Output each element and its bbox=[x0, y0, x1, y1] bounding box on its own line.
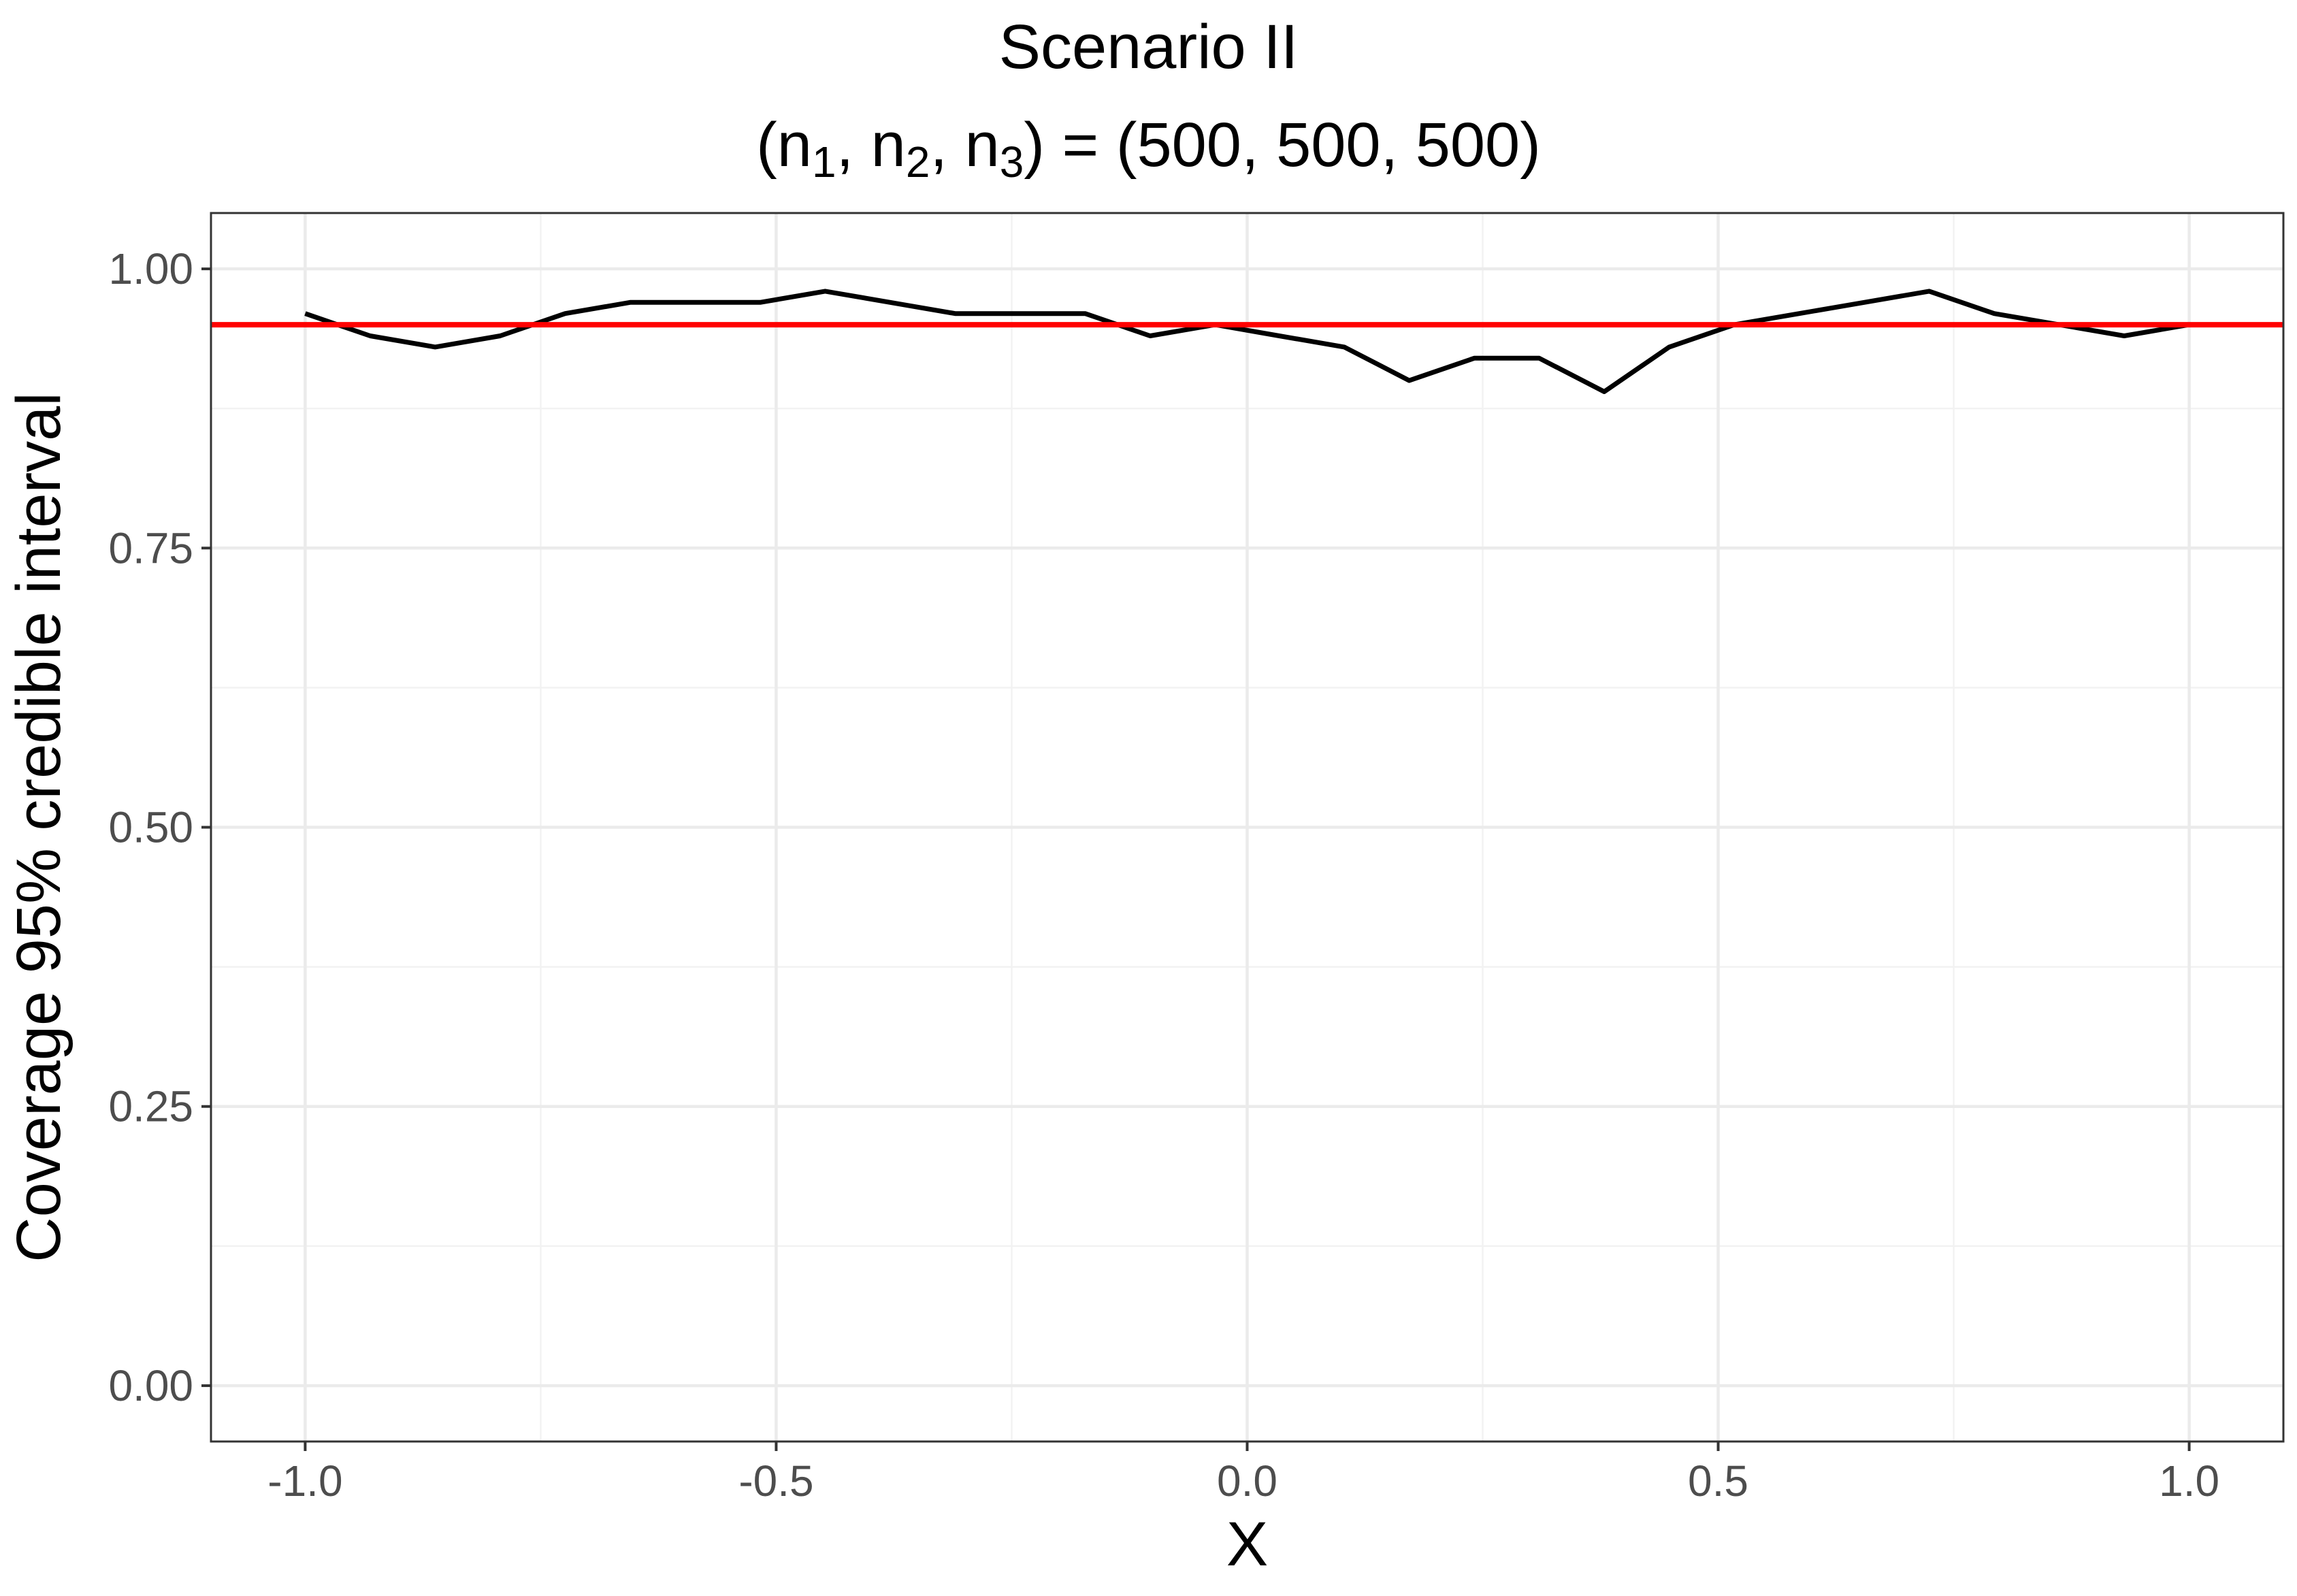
y-tick-label: 1.00 bbox=[108, 244, 193, 293]
subtitle-subscript: 2 bbox=[905, 137, 930, 186]
subtitle-text: , n bbox=[836, 110, 906, 180]
y-axis-title: Coverage 95% credible interval bbox=[4, 392, 74, 1262]
subtitle-subscript: 3 bbox=[999, 137, 1024, 186]
subtitle-text: ) = (500, 500, 500) bbox=[1024, 110, 1541, 180]
chart-title: Scenario II bbox=[998, 12, 1299, 82]
y-tick-label: 0.25 bbox=[108, 1082, 193, 1131]
x-axis-title: X bbox=[1226, 1510, 1268, 1579]
y-tick-label: 0.50 bbox=[108, 803, 193, 852]
x-tick-label: 1.0 bbox=[2159, 1456, 2219, 1505]
chart-subtitle: (n1, n2, n3) = (500, 500, 500) bbox=[0, 108, 2297, 184]
y-tick-label: 0.75 bbox=[108, 523, 193, 572]
series-line-0 bbox=[304, 289, 2190, 394]
subtitle-text: (n bbox=[756, 110, 812, 180]
x-tick-label: 0.0 bbox=[1217, 1456, 1277, 1505]
y-tick-label: 0.00 bbox=[108, 1361, 193, 1410]
subtitle-text: , n bbox=[930, 110, 1000, 180]
x-tick-label: -0.5 bbox=[738, 1456, 813, 1505]
x-tick-label: 0.5 bbox=[1688, 1456, 1748, 1505]
subtitle-subscript: 1 bbox=[811, 137, 836, 186]
x-tick-label: -1.0 bbox=[267, 1456, 342, 1505]
